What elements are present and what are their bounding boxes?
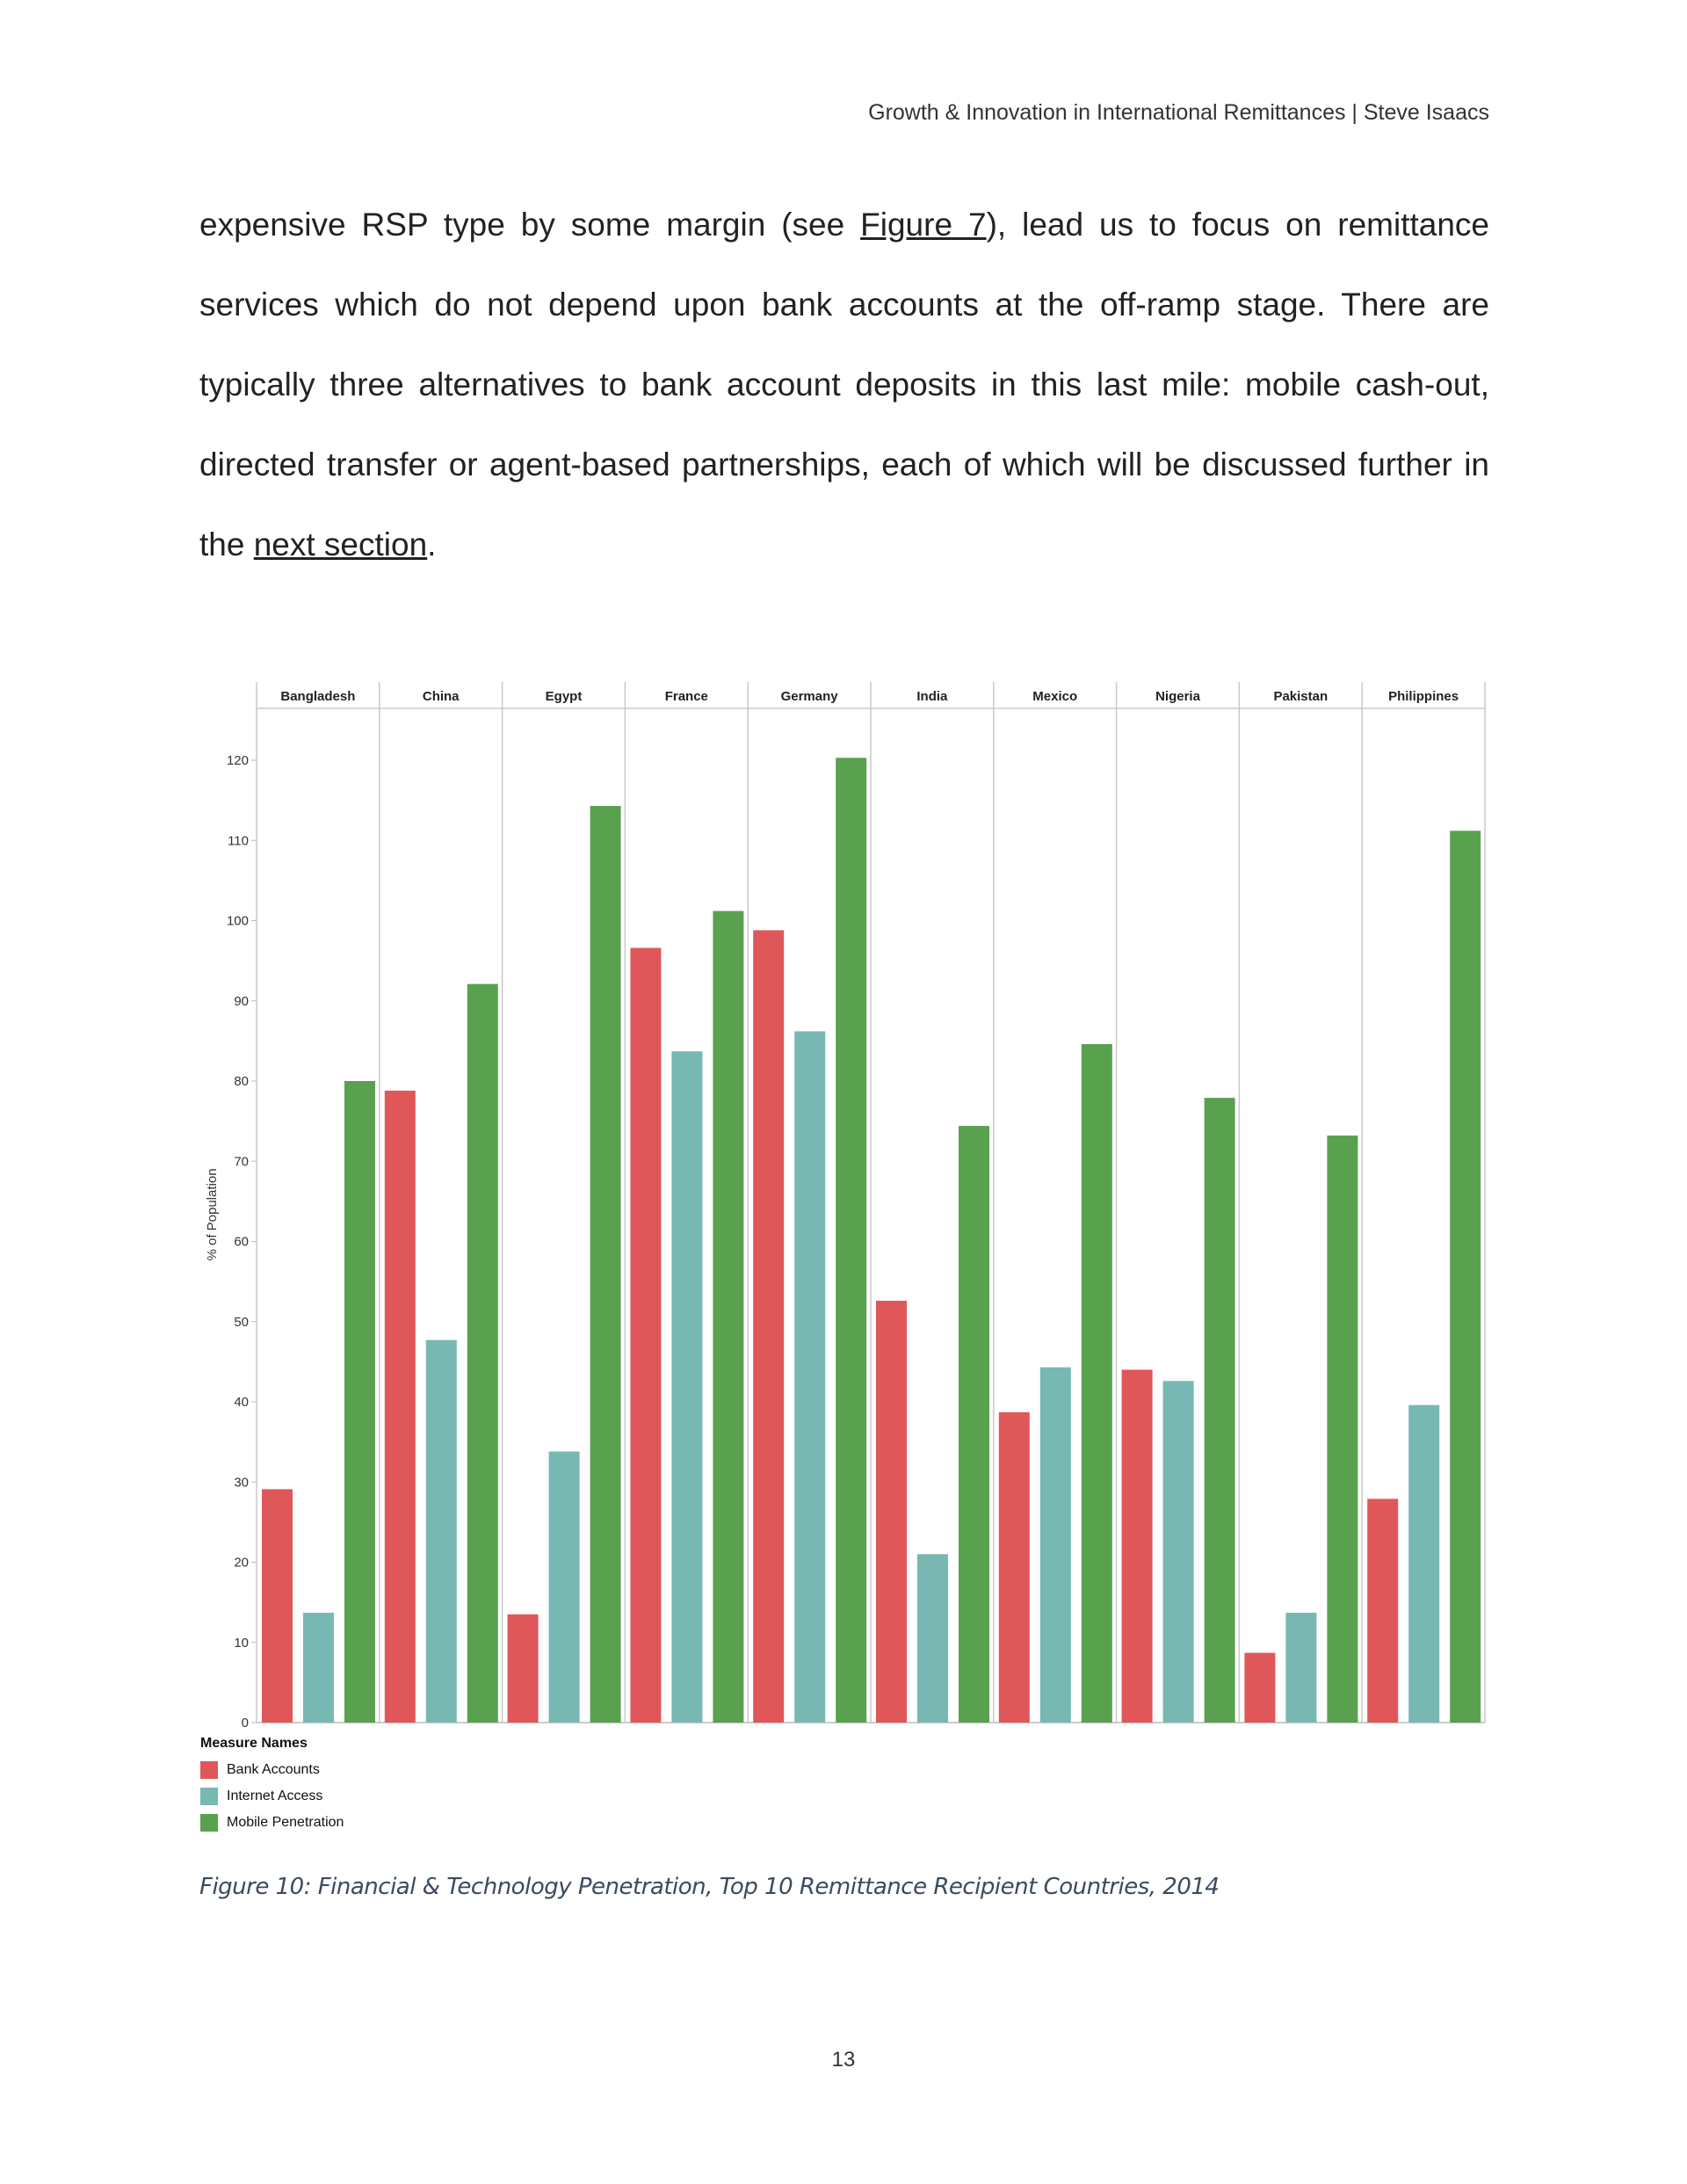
bar-philippines-bank-accounts — [1367, 1498, 1399, 1723]
legend-label: Bank Accounts — [227, 1762, 320, 1777]
bar-france-internet-access — [671, 1051, 703, 1723]
bar-philippines-mobile-penetration — [1450, 831, 1481, 1723]
y-tick-label: 0 — [242, 1716, 249, 1731]
legend-swatch — [200, 1788, 218, 1805]
y-axis-label: % of Population — [205, 1168, 220, 1260]
y-tick-label: 50 — [234, 1315, 249, 1330]
legend-label: Mobile Penetration — [227, 1815, 344, 1830]
bar-mexico-internet-access — [1039, 1367, 1071, 1723]
bar-chart: Bangladesh China Egypt France Germany India Me… — [205, 682, 1486, 1731]
bar-india-bank-accounts — [876, 1301, 907, 1723]
y-tick-label: 90 — [234, 994, 249, 1009]
country-header-egypt: Egypt — [546, 689, 583, 704]
legend-swatch — [200, 1761, 218, 1779]
running-header: Growth & Innovation in International Rem… — [868, 100, 1489, 125]
bar-bangladesh-internet-access — [303, 1612, 334, 1723]
y-tick-label: 110 — [228, 833, 249, 848]
bar-nigeria-bank-accounts — [1121, 1369, 1153, 1723]
bar-mexico-bank-accounts — [998, 1411, 1030, 1723]
bar-france-bank-accounts — [630, 947, 662, 1723]
y-tick-label: 120 — [227, 753, 249, 768]
y-tick-label: 30 — [234, 1475, 249, 1490]
body-paragraph: expensive RSP type by some margin (see F… — [199, 185, 1489, 584]
country-header-india: India — [916, 689, 948, 704]
legend-item-bank-accounts: Bank Accounts — [200, 1757, 344, 1783]
bar-france-mobile-penetration — [713, 911, 744, 1723]
legend-swatch — [200, 1814, 218, 1832]
bar-bangladesh-mobile-penetration — [344, 1081, 375, 1723]
bar-china-internet-access — [425, 1339, 457, 1723]
bar-pakistan-mobile-penetration — [1327, 1136, 1358, 1723]
bar-nigeria-internet-access — [1162, 1381, 1194, 1723]
legend-item-internet-access: Internet Access — [200, 1783, 344, 1810]
bar-india-internet-access — [917, 1554, 948, 1723]
body-text-part: expensive RSP type by some margin (see — [199, 207, 861, 243]
bar-mexico-mobile-penetration — [1081, 1044, 1112, 1723]
y-tick-label: 70 — [234, 1154, 249, 1169]
y-tick-label: 40 — [234, 1395, 249, 1410]
country-header-pakistan: Pakistan — [1273, 689, 1328, 704]
y-tick-label: 20 — [234, 1556, 249, 1571]
bar-china-mobile-penetration — [467, 983, 498, 1723]
bar-china-bank-accounts — [384, 1090, 416, 1723]
bar-egypt-mobile-penetration — [590, 806, 621, 1723]
bar-nigeria-mobile-penetration — [1204, 1098, 1235, 1723]
bar-germany-internet-access — [794, 1031, 826, 1723]
country-header-nigeria: Nigeria — [1155, 689, 1201, 704]
figure-7-link[interactable]: Figure 7 — [860, 207, 987, 243]
country-header-china: China — [423, 689, 460, 704]
y-tick-label: 60 — [234, 1235, 249, 1250]
y-tick-label: 100 — [227, 914, 249, 929]
y-tick-label: 80 — [234, 1074, 249, 1089]
country-header-bangladesh: Bangladesh — [280, 689, 355, 704]
bar-egypt-internet-access — [548, 1451, 580, 1723]
legend-title: Measure Names — [200, 1736, 308, 1751]
country-header-france: France — [665, 689, 708, 704]
country-header-germany: Germany — [781, 689, 839, 704]
bar-pakistan-bank-accounts — [1244, 1652, 1276, 1723]
figure-caption: Figure 10: Financial & Technology Penetr… — [199, 1874, 1220, 1900]
bar-philippines-internet-access — [1408, 1404, 1440, 1723]
bar-germany-bank-accounts — [753, 930, 785, 1723]
page-number: 13 — [831, 2048, 856, 2072]
chart-legend: Measure Names Bank Accounts Internet Acc… — [200, 1736, 344, 1836]
y-tick-label: 10 — [234, 1636, 249, 1651]
body-text-part: . — [427, 526, 437, 562]
legend-label: Internet Access — [227, 1789, 323, 1803]
bar-egypt-bank-accounts — [507, 1614, 539, 1723]
country-header-philippines: Philippines — [1388, 689, 1459, 704]
bar-germany-mobile-penetration — [836, 758, 867, 1723]
bar-india-mobile-penetration — [959, 1126, 989, 1723]
bar-pakistan-internet-access — [1285, 1612, 1317, 1723]
legend-item-mobile-penetration: Mobile Penetration — [200, 1810, 344, 1836]
country-header-mexico: Mexico — [1032, 689, 1077, 704]
next-section-link[interactable]: next section — [253, 526, 428, 562]
bar-bangladesh-bank-accounts — [262, 1489, 293, 1723]
body-text-part: ), lead us to focus on remittance servic… — [199, 207, 1490, 562]
